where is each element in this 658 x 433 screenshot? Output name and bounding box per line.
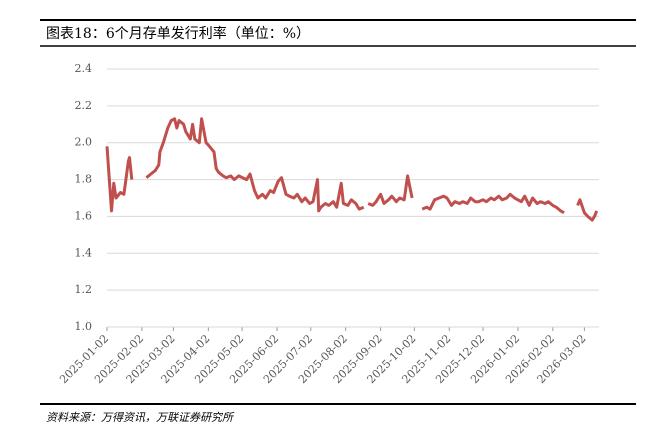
y-tick-label: 1.0	[75, 320, 93, 333]
y-tick-label: 2.2	[75, 99, 93, 112]
y-tick-label: 1.8	[75, 173, 93, 186]
chart-title: 图表18：6个月存单发行利率（单位：%）	[46, 25, 310, 42]
series-line	[105, 117, 599, 222]
y-tick-label: 1.4	[75, 246, 93, 259]
y-tick-label: 1.6	[75, 209, 93, 222]
y-tick-label: 2.4	[75, 62, 93, 75]
y-tick-label: 2.0	[75, 136, 93, 149]
y-tick-label: 1.2	[75, 283, 93, 296]
source-note: 资料来源：万得资讯，万联证券研究所	[46, 411, 235, 424]
